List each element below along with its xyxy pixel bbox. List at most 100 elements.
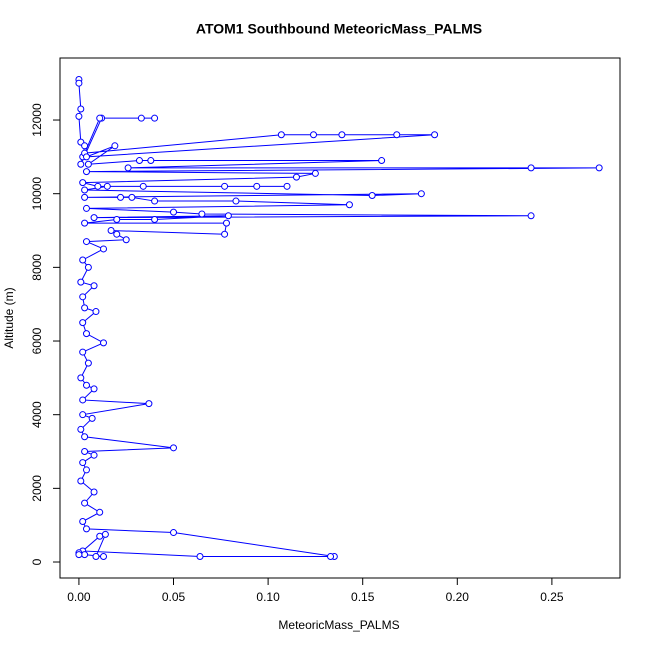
point	[135, 157, 143, 165]
point	[90, 488, 98, 496]
x-tick-label: 0.20	[446, 590, 470, 604]
point	[221, 230, 229, 238]
series-line	[78, 79, 600, 557]
point	[82, 204, 90, 212]
point	[113, 215, 121, 223]
point	[283, 182, 291, 190]
point	[378, 157, 386, 165]
point	[82, 168, 90, 176]
x-tick-label: 0.05	[162, 590, 186, 604]
point	[139, 182, 147, 190]
y-tick-label: 6000	[30, 327, 44, 354]
point	[417, 190, 425, 198]
point	[170, 529, 178, 537]
point	[75, 112, 83, 120]
point	[170, 444, 178, 452]
point	[311, 169, 319, 177]
point	[90, 385, 98, 393]
y-axis-label: Altitude (m)	[2, 287, 16, 348]
point	[75, 79, 83, 87]
point	[224, 212, 232, 220]
y-tick-label: 2000	[30, 475, 44, 502]
point	[595, 164, 603, 172]
point	[196, 552, 204, 560]
point	[232, 197, 240, 205]
point	[221, 182, 229, 190]
y-tick-label: 4000	[30, 401, 44, 428]
point	[82, 330, 90, 338]
point	[151, 197, 159, 205]
point	[103, 182, 111, 190]
point	[84, 359, 92, 367]
x-tick-label: 0.00	[67, 590, 91, 604]
point	[96, 508, 104, 516]
point	[122, 236, 130, 244]
point	[81, 304, 89, 312]
point	[77, 374, 85, 382]
point	[90, 214, 98, 222]
point	[107, 227, 115, 235]
y-tick-label: 12000	[30, 103, 44, 137]
point	[94, 182, 102, 190]
point	[100, 245, 108, 253]
point	[151, 114, 159, 122]
plot-frame	[59, 57, 621, 579]
x-axis-label: MeteoricMass_PALMS	[278, 618, 399, 632]
point	[79, 459, 87, 467]
point	[292, 173, 300, 181]
point	[222, 219, 230, 227]
point	[79, 348, 87, 356]
point	[81, 186, 89, 194]
point	[92, 552, 100, 560]
point	[79, 517, 87, 525]
point	[84, 263, 92, 271]
point	[90, 451, 98, 459]
point	[327, 552, 335, 560]
point	[79, 293, 87, 301]
point	[101, 530, 109, 538]
point	[111, 142, 119, 150]
point	[81, 551, 89, 559]
x-tick-label: 0.15	[351, 590, 375, 604]
point	[117, 193, 125, 201]
point	[84, 160, 92, 168]
y-tick-label: 8000	[30, 254, 44, 281]
point	[113, 230, 121, 238]
point	[79, 396, 87, 404]
point	[170, 208, 178, 216]
x-tick-label: 0.25	[540, 590, 564, 604]
point	[81, 193, 89, 201]
point	[100, 552, 108, 560]
point	[277, 131, 285, 139]
point	[96, 532, 104, 540]
x-tick-label: 0.10	[256, 590, 280, 604]
point	[75, 551, 83, 559]
point	[527, 164, 535, 172]
point	[81, 499, 89, 507]
point	[82, 525, 90, 533]
point	[82, 238, 90, 246]
point	[128, 193, 136, 201]
point	[124, 164, 132, 172]
point	[77, 477, 85, 485]
point	[90, 282, 98, 290]
point	[527, 212, 535, 220]
point	[79, 256, 87, 264]
point	[145, 400, 153, 408]
point	[79, 411, 87, 419]
point	[368, 192, 376, 200]
point	[431, 131, 439, 139]
point	[81, 219, 89, 227]
point	[77, 105, 85, 113]
point	[137, 114, 145, 122]
point	[77, 425, 85, 433]
point	[81, 448, 89, 456]
point	[77, 278, 85, 286]
point	[82, 466, 90, 474]
point	[345, 201, 353, 209]
point	[253, 182, 261, 190]
point	[77, 160, 85, 168]
point	[81, 142, 89, 150]
